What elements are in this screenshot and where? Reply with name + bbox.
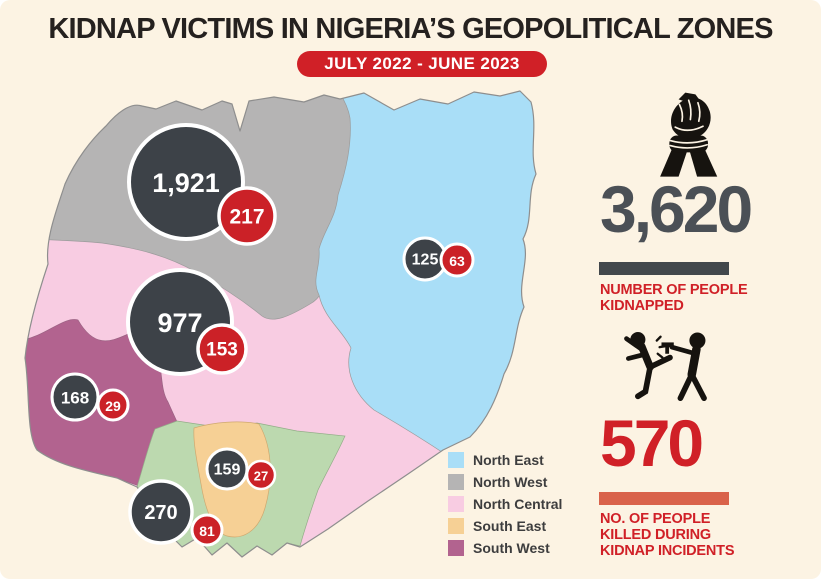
kidnapped-label-line1: NUMBER OF PEOPLE (600, 282, 748, 298)
legend-swatch-south-west (448, 540, 464, 556)
legend-label: North Central (473, 496, 563, 512)
legend-item-south-west: South West (448, 540, 562, 556)
killed-label: NO. OF PEOPLE KILLED DURING KIDNAP INCID… (600, 511, 734, 560)
killed-total: 570 (600, 406, 704, 480)
bubble-south-west-kidnapped: 168 (50, 372, 100, 422)
legend-swatch-north-west (448, 474, 464, 490)
period-badge: JULY 2022 - JUNE 2023 (297, 51, 547, 77)
bubble-north-east-killed: 63 (439, 242, 475, 278)
bubble-value: 168 (61, 389, 89, 408)
legend-label: South East (473, 518, 547, 534)
bubble-value: 27 (254, 469, 268, 484)
kidnapped-bar (599, 262, 729, 280)
legend-swatch-north-central (448, 496, 464, 512)
legend-label: North West (473, 474, 548, 490)
nigeria-map: 1,921 217 977 153 125 63 (18, 88, 583, 566)
shooting-icon (618, 328, 722, 411)
bubble-value: 1,921 (152, 168, 220, 198)
legend-label: North East (473, 452, 544, 468)
killed-label-line3: KIDNAP INCIDENTS (600, 543, 735, 560)
legend: North East North West North Central Sout… (448, 452, 562, 562)
bubble-value: 81 (199, 523, 215, 539)
killed-label-line2: KILLED DURING (600, 527, 711, 544)
bubble-value: 977 (157, 308, 202, 338)
legend-item-south-east: South East (448, 518, 562, 534)
kidnapped-label-line2: KIDNAPPED (600, 298, 684, 315)
bubble-north-west-killed: 217 (217, 186, 277, 246)
bubble-value: 153 (206, 340, 238, 361)
bubble-north-east-kidnapped: 125 (402, 236, 448, 282)
bound-hands-icon (645, 88, 729, 183)
legend-swatch-north-east (448, 452, 464, 468)
killed-label-line1: NO. OF PEOPLE (600, 511, 711, 527)
killed-bar (599, 492, 729, 510)
bubble-value: 217 (229, 206, 264, 229)
kidnapped-total: 3,620 (600, 172, 753, 246)
page-title: KIDNAP VICTIMS IN NIGERIA’S GEOPOLITICAL… (48, 13, 773, 45)
bubble-south-south-kidnapped: 270 (128, 479, 194, 545)
bubble-value: 159 (214, 462, 241, 479)
legend-swatch-south-east (448, 518, 464, 534)
legend-item-north-central: North Central (448, 496, 562, 512)
country-outline (24, 90, 537, 558)
bubble-value: 125 (412, 252, 439, 269)
bubble-value: 63 (449, 253, 465, 269)
bubble-south-east-kidnapped: 159 (205, 447, 249, 491)
bubble-north-west-kidnapped: 1,921 (127, 123, 245, 241)
bubble-south-east-killed: 27 (245, 459, 277, 491)
bubble-south-west-killed: 29 (96, 388, 130, 422)
nigeria-map-svg: 1,921 217 977 153 125 63 (24, 90, 537, 558)
bubble-north-central-killed: 153 (196, 323, 248, 375)
legend-item-north-east: North East (448, 452, 562, 468)
bubble-value: 270 (144, 502, 177, 524)
bubble-value: 29 (105, 398, 121, 414)
bubble-south-south-killed: 81 (190, 513, 224, 547)
legend-item-north-west: North West (448, 474, 562, 490)
legend-label: South West (473, 540, 550, 556)
kidnapped-label: NUMBER OF PEOPLE KIDNAPPED (600, 282, 748, 315)
